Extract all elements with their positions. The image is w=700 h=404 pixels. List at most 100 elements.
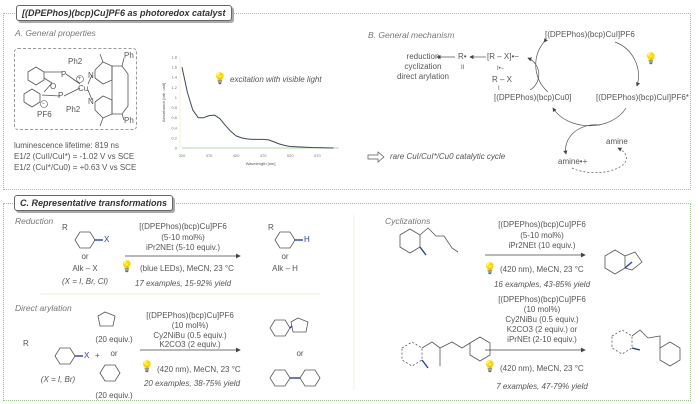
outcome-direct-arylation: direct arylation (396, 72, 450, 81)
x-tick-label: 570 (314, 153, 321, 158)
bulb-icon-c2: 💡 (140, 361, 154, 373)
label-p-top: P (61, 70, 67, 79)
panel-top (3, 13, 691, 190)
cyc2-cond-5: iPrNEt (2-10 equiv.) (507, 335, 577, 344)
outcome-cyclization: cyclization (404, 62, 442, 71)
label-ph-top: Ph (124, 51, 134, 60)
product-or: or (281, 252, 289, 261)
reduction-r: R (62, 223, 68, 232)
cyc1-cond-3: iPr2NEt (10 equiv.) (508, 241, 576, 250)
y-axis-label: Absorbance [arb. unit] (161, 83, 166, 122)
y-tick-label: 0,8 (171, 105, 177, 110)
cyc2-light: (420 nm), MeCN, 23 °C (500, 364, 584, 373)
compound-I: I (498, 86, 500, 92)
arylation-light: (420 nm), MeCN, 23 °C (157, 365, 241, 374)
cyc2-cond-3: Cy2NiBu (0.5 equiv.) (505, 315, 579, 324)
y-tick-label: 1,4 (171, 75, 177, 80)
label-n-bottom: N (88, 97, 94, 106)
reduction-label: Reduction (15, 216, 54, 226)
cyc1-light: (420 nm), MeCN, 23 °C (500, 265, 584, 274)
label-pf6: PF6 (37, 110, 52, 119)
radical-r: R• (458, 52, 467, 61)
bulb-icon-a: 💡 (213, 73, 227, 85)
cyclizations-label: Cyclizations (385, 216, 431, 226)
x-definition: (X = I, Br, Cl) (61, 277, 109, 286)
luminescence-lifetime: luminescence lifetime: 819 ns (14, 141, 119, 150)
arylation-yield: 20 examples, 38-75% yield (143, 379, 241, 388)
reduction-yield: 17 examples, 15-92% yield (134, 279, 232, 288)
label-ph2-bottom: Ph2 (66, 105, 81, 114)
x-tick-label: 370 (206, 153, 213, 158)
label-ph-bottom: Ph (124, 116, 134, 125)
label-p-bottom: P (58, 91, 64, 100)
arylation-or-2: or (296, 349, 304, 358)
section-c-title: C. Representative transformations (14, 195, 174, 211)
structure-box (14, 48, 137, 130)
y-tick-label: 0,6 (171, 115, 177, 120)
label-o: O (50, 82, 57, 91)
x-tick-label: 520 (287, 153, 294, 158)
label-ph2-top: Ph2 (68, 57, 83, 66)
alk-h: Alk – H (272, 264, 298, 273)
arylation-x: X (84, 351, 90, 360)
cu0-species: [(DPEPhos)(bcp)Cu0] (494, 93, 572, 102)
arylation-cond-1: [(DPEPhos)(bcp)Cu]PF6 (146, 311, 234, 320)
cyc2-cond-2: (10 mol%) (523, 305, 561, 314)
cyc2-yield: 7 examples, 47-79% yield (496, 382, 588, 391)
y-tick-label: 0 (175, 146, 178, 151)
reduction-or: or (81, 252, 89, 261)
panel-bottom (3, 203, 691, 401)
cyc1-cond-2: (5-10 mol%) (520, 231, 564, 240)
alk-x: Alk – X (72, 264, 98, 273)
arylation-label: Direct arylation (15, 303, 72, 313)
label-plus: + (77, 76, 82, 82)
x-tick-label: 470 (260, 153, 267, 158)
arylation-cond-2: (10 mol%) (171, 321, 209, 330)
label-n-top: N (88, 71, 94, 80)
amine: amine (606, 137, 628, 146)
cyc2-cond-4: K2CO3 (2 equiv.) or (506, 325, 578, 334)
reduction-cond-2: (5-10 mol%) (161, 233, 205, 242)
reduction-light: (blue LEDs), MeCN, 23 °C (140, 264, 234, 273)
arylation-or-1: or (110, 349, 118, 358)
bulb-icon-c3: 💡 (483, 263, 497, 275)
arylation-r: R (23, 339, 29, 348)
cycle-note: rare CuI/CuI*/Cu0 catalytic cycle (390, 152, 506, 161)
bulb-icon-b: 💡 (644, 53, 658, 65)
potential-2: E1/2 (CuI*/Cu0) = +0.63 V vs SCE (14, 163, 137, 172)
product-r: R (268, 223, 274, 232)
rx-radical-anion: [R – X]•− (487, 52, 519, 61)
y-tick-label: 1,8 (171, 55, 177, 60)
label-minus: − (41, 101, 46, 107)
section-b-label: B. General mechanism (368, 30, 455, 40)
reactant-x: X (104, 235, 110, 244)
section-a-label: A. General properties (15, 28, 96, 38)
cyc2-cond-1: [(DPEPhos)(bcp)Cu]PF6 (498, 295, 586, 304)
label-cu: Cu (78, 84, 89, 93)
cu1-species: [(DPEPhos)(bcp)CuI]PF6 (545, 30, 635, 39)
absorbance-line (181, 66, 334, 149)
cyc1-yield: 16 examples, 43-85% yield (493, 280, 591, 289)
x-tick-label: 320 (179, 153, 186, 158)
equiv-2: (20 equiv.) (95, 391, 133, 400)
cyc1-cond-1: [(DPEPhos)(bcp)Cu]PF6 (498, 220, 586, 229)
arylation-x-def: (X = I, Br) (40, 375, 76, 384)
cu1-excited-species: [(DPEPhos)(bcp)CuI]PF6* (596, 93, 689, 102)
arylation-cond-3: Cy2NiBu (0.5 equiv.) (153, 331, 227, 340)
product-h: H (304, 235, 310, 244)
bulb-icon-c4: 💡 (483, 361, 497, 373)
y-tick-label: 0,4 (171, 125, 177, 130)
reduction-cond-1: [(DPEPhos)(bcp)Cu]PF6 (139, 222, 227, 231)
compound-II: II (461, 65, 465, 71)
outcome-reduction: reduction (406, 52, 440, 61)
figure-title: [(DPEPhos)(bcp)Cu]PF6 as photoredox cata… (16, 5, 232, 21)
x-tick-label: 420 (233, 153, 240, 158)
y-tick-label: 0,2 (171, 135, 177, 140)
x-axis-label: Wavelength [nm] (246, 161, 276, 166)
plus-sign: + (95, 351, 100, 360)
